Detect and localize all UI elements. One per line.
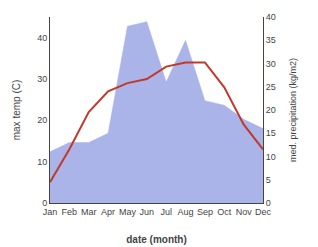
svg-text:Nov: Nov [236,207,253,217]
svg-text:40: 40 [37,33,47,43]
svg-text:Apr: Apr [101,207,115,217]
svg-text:10: 10 [266,152,276,162]
svg-text:Oct: Oct [217,207,232,217]
svg-text:5: 5 [266,175,271,185]
svg-text:Sep: Sep [197,207,213,217]
svg-text:40: 40 [266,12,276,22]
svg-text:date (month): date (month) [126,234,187,245]
svg-text:0: 0 [266,198,271,208]
svg-text:0: 0 [42,198,47,208]
svg-text:10: 10 [37,157,47,167]
svg-text:Mar: Mar [81,207,97,217]
svg-text:25: 25 [266,82,276,92]
svg-text:Jul: Jul [160,207,172,217]
svg-text:Aug: Aug [178,207,194,217]
svg-text:Jun: Jun [140,207,155,217]
svg-text:20: 20 [37,115,47,125]
svg-text:med. precipitation (kg/m2): med. precipitation (kg/m2) [288,58,298,162]
svg-text:Feb: Feb [62,207,78,217]
svg-text:15: 15 [266,128,276,138]
svg-text:Jan: Jan [43,207,58,217]
svg-text:20: 20 [266,105,276,115]
svg-text:30: 30 [37,74,47,84]
svg-text:May: May [119,207,137,217]
svg-text:max temp (C): max temp (C) [11,80,22,141]
svg-text:Dec: Dec [255,207,272,217]
svg-text:35: 35 [266,35,276,45]
svg-text:30: 30 [266,59,276,69]
